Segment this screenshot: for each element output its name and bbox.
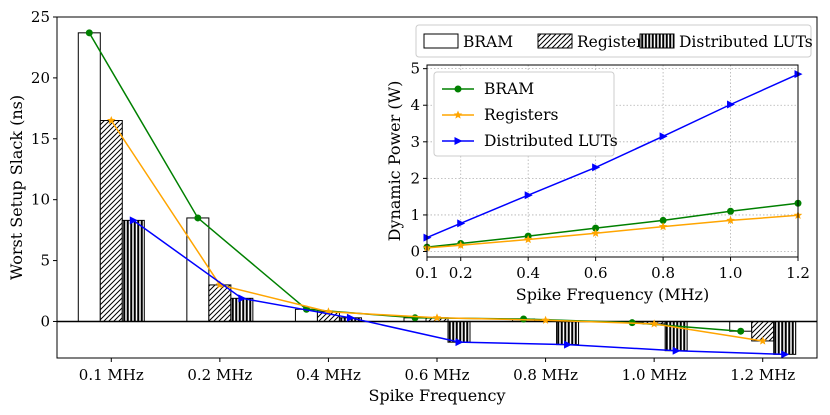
inset-point-1-1 [456,240,466,249]
main-y-axis-label: Worst Setup Slack (ns) [7,95,26,280]
inset-point-2-3 [592,163,601,172]
main-point-2-5 [672,346,681,355]
main-xtick-label-5: 1.0 MHz [622,366,687,384]
main-legend-box [415,24,812,58]
main-point-1-0 [107,116,116,125]
inset-legend-label-2: Distributed LUTs [484,132,618,150]
main-legend-label-0: BRAM [463,33,513,51]
inset-ytick-label-1: 1 [410,206,420,224]
inset-point-1-3 [591,228,600,237]
inset-legend-label-0: BRAM [484,80,534,98]
bar-2-4 [556,320,580,346]
inset-ytick-label-5: 5 [410,60,420,78]
main-point-2-0 [129,216,138,225]
main-point-2-6 [781,350,790,359]
inset-legend-marker-0 [454,85,462,93]
main-point-0-1 [194,214,202,222]
main-ytick-label-1: 5 [40,252,50,270]
inset-ytick-label-0: 0 [410,243,420,261]
main-point-2-1 [238,294,247,303]
inset-point-0-4 [659,216,667,224]
inset-point-0-3 [592,224,600,232]
inset-point-2-2 [524,191,533,200]
inset-xtick-label-0: 0.1 [415,264,439,282]
inset-point-1-5 [726,215,735,225]
inset-xtick-label-2: 0.4 [516,264,540,282]
main-ytick-label-3: 15 [31,130,50,148]
main-point-1-5 [649,319,659,328]
inset-point-2-1 [457,219,466,228]
main-legend-label-1: Registers [577,33,651,51]
main-ytick-label-0: 0 [40,312,50,330]
inset-legend-label-1: Registers [484,106,558,124]
inset-xtick-label-4: 0.8 [651,264,675,282]
inset-ytick-label-2: 2 [410,169,420,187]
inset-plot: 0 1 2 3 4 5 0.1 0.2 0.4 0.6 0.8 1.0 1.2 Dynamic Pow… [384,59,814,309]
inset-xtick-label-6: 1.2 [786,264,810,282]
bar-1-1 [208,284,232,322]
main-point-2-3 [455,338,464,347]
main-xtick-label-3: 0.6 MHz [405,366,470,384]
inset-xtick-label-1: 0.2 [449,264,473,282]
main-legend-swatch-0 [423,33,459,49]
inset-point-2-4 [659,132,668,141]
main-point-2-4 [564,340,573,349]
inset-x-axis-label: Spike Frequency (MHz) [516,285,709,304]
inset-legend-marker-2 [454,137,463,145]
inset-xtick-label-3: 0.6 [584,264,608,282]
main-point-0-0 [85,29,93,37]
inset-point-2-5 [727,100,736,109]
main-point-1-3 [432,313,442,322]
inset-legend: BRAM Registers Distributed LUTs [433,71,618,157]
bar-2-1 [230,297,254,322]
main-xtick-label-2: 0.4 MHz [296,366,361,384]
inset-ytick-label-4: 4 [410,96,420,114]
main-point-1-1 [215,280,225,289]
main-xtick-label-6: 1.2 MHz [730,366,795,384]
inset-plot-frame [426,64,799,258]
inset-point-1-4 [658,222,668,231]
bar-2-0 [121,219,145,322]
main-point-0-3 [411,314,419,322]
bar-1-0 [99,120,123,322]
inset-y-axis-label: Dynamic Power (W) [385,81,404,242]
main-point-1-6 [758,336,767,345]
main-point-2-2 [346,313,355,322]
main-xtick-label-0: 0.1 MHz [79,366,144,384]
main-point-1-4 [541,315,550,324]
inset-xtick-label-5: 1.0 [719,264,743,282]
main-legend-swatch-1 [537,33,573,49]
main-xtick-label-1: 0.2 MHz [187,366,252,384]
main-x-axis-label: Spike Frequency [368,386,505,405]
inset-legend-marker-1 [453,110,463,119]
bar-2-3 [447,320,471,343]
bar-0-1 [186,217,210,322]
main-legend-swatch-2 [639,33,675,49]
inset-legend-box [433,71,615,157]
inset-point-0-5 [727,207,735,215]
main-ytick-label-2: 10 [31,191,50,209]
main-legend: BRAM Registers Distributed LUTs [415,24,813,58]
inset-ytick-label-3: 3 [410,133,420,151]
inset-point-1-2 [523,234,533,244]
main-xtick-label-4: 0.8 MHz [513,366,578,384]
bar-2-6 [773,320,797,355]
bar-0-0 [77,32,101,322]
main-ytick-label-5: 25 [31,8,50,26]
main-legend-label-2: Distributed LUTs [679,33,813,51]
main-ytick-label-4: 20 [31,69,50,87]
main-point-0-6 [737,327,745,335]
